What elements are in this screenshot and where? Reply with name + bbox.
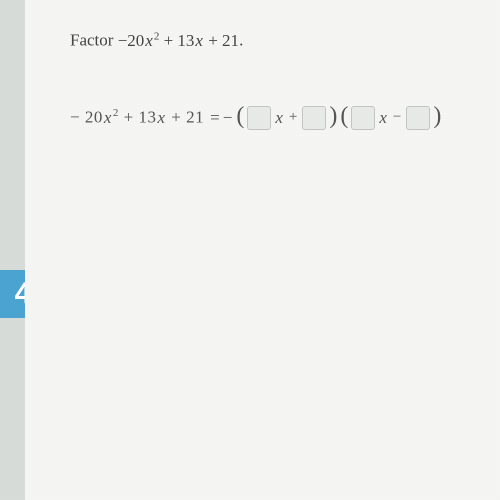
group2-close-paren: ): [433, 104, 441, 128]
question-suffix: .: [239, 31, 243, 50]
group1-coefficient-input[interactable]: [247, 106, 271, 130]
question-expression: −20x2 + 13x + 21: [118, 31, 239, 50]
equals-sign: =: [210, 108, 220, 128]
question-prefix: Factor: [70, 31, 118, 50]
group2-constant-input[interactable]: [406, 106, 430, 130]
lead-negative-sign: −: [223, 108, 233, 128]
group1-close-paren: ): [329, 104, 337, 128]
group1-variable: x: [274, 108, 284, 128]
question-page: Factor −20x2 + 13x + 21. − 20x2 + 13x + …: [25, 0, 500, 500]
group2-operator: −: [391, 109, 403, 126]
question-prompt: Factor −20x2 + 13x + 21.: [70, 30, 480, 51]
group1-constant-input[interactable]: [302, 106, 326, 130]
group1-open-paren: (: [236, 104, 244, 128]
group2-coefficient-input[interactable]: [351, 106, 375, 130]
group2-variable: x: [378, 108, 388, 128]
group2-open-paren: (: [340, 104, 348, 128]
group1-operator: +: [287, 109, 299, 126]
answer-lhs: − 20x2 + 13x + 21: [70, 107, 204, 128]
answer-row: − 20x2 + 13x + 21 = − ( x + ) ( x − ): [70, 106, 480, 130]
